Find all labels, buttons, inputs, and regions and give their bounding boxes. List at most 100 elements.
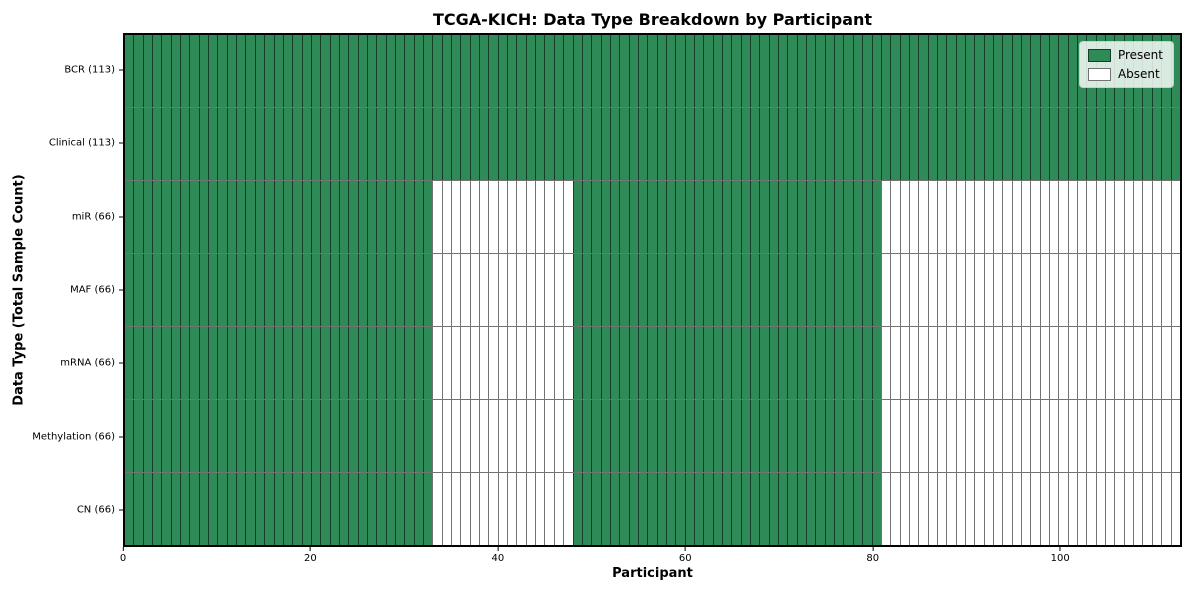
- heatmap-cell: [834, 181, 844, 253]
- heatmap-cell: [637, 108, 648, 180]
- heatmap-cell: [348, 400, 358, 472]
- heatmap-cell: [1011, 254, 1021, 326]
- heatmap-cell: [964, 473, 975, 545]
- heatmap-cell: [133, 108, 143, 180]
- heatmap-cell: [1105, 473, 1115, 545]
- heatmap-cell: [852, 400, 863, 472]
- heatmap-cell: [497, 327, 508, 399]
- heatmap-cell: [722, 108, 732, 180]
- heatmap-cell: [264, 108, 274, 180]
- heatmap-cell: [1077, 473, 1087, 545]
- heatmap-cell: [1067, 400, 1078, 472]
- heatmap-cell: [1049, 254, 1059, 326]
- heatmap-cell: [245, 181, 255, 253]
- heatmap-cell: [394, 400, 405, 472]
- heatmap-cell: [946, 473, 956, 545]
- heatmap-cell: [264, 473, 274, 545]
- heatmap-cell: [329, 254, 339, 326]
- heatmap-cell: [871, 181, 881, 253]
- heatmap-cell: [806, 473, 816, 545]
- heatmap-cell: [385, 35, 395, 107]
- heatmap-cell: [880, 108, 891, 180]
- heatmap-cell: [441, 108, 452, 180]
- heatmap-cell: [768, 181, 779, 253]
- heatmap-cell: [591, 400, 601, 472]
- heatmap-cell: [609, 108, 620, 180]
- heatmap-cell: [1049, 473, 1059, 545]
- heatmap-cell: [787, 327, 797, 399]
- heatmap-cell: [1161, 181, 1171, 253]
- heatmap-cell: [628, 327, 638, 399]
- heatmap-row: [125, 473, 1180, 545]
- heatmap-grid: [125, 35, 1180, 545]
- heatmap-cell: [1039, 181, 1050, 253]
- heatmap-cell: [1105, 181, 1115, 253]
- heatmap-cell: [366, 108, 377, 180]
- heatmap-cell: [516, 35, 526, 107]
- heatmap-cell: [516, 181, 526, 253]
- heatmap-cell: [292, 327, 302, 399]
- heatmap-cell: [497, 473, 508, 545]
- heatmap-row: [125, 108, 1180, 181]
- heatmap-cell: [460, 473, 470, 545]
- y-tick-mark: [119, 362, 123, 364]
- heatmap-cell: [899, 473, 909, 545]
- heatmap-cell: [497, 108, 508, 180]
- heatmap-cell: [899, 327, 909, 399]
- heatmap-cell: [432, 327, 442, 399]
- heatmap-cell: [254, 473, 265, 545]
- heatmap-cell: [1151, 181, 1162, 253]
- heatmap-cell: [936, 35, 947, 107]
- heatmap-cell: [1105, 400, 1115, 472]
- heatmap-cell: [451, 181, 461, 253]
- heatmap-cell: [946, 254, 956, 326]
- heatmap-cell: [1095, 108, 1106, 180]
- heatmap-cell: [591, 35, 601, 107]
- heatmap-cell: [796, 108, 807, 180]
- heatmap-cell: [656, 181, 666, 253]
- heatmap-cell: [1161, 327, 1171, 399]
- heatmap-cell: [189, 327, 199, 399]
- heatmap-cell: [161, 473, 171, 545]
- heatmap-cell: [236, 181, 246, 253]
- heatmap-cell: [1133, 181, 1143, 253]
- heatmap-cell: [778, 327, 788, 399]
- heatmap-cell: [1067, 181, 1078, 253]
- heatmap-cell: [1161, 473, 1171, 545]
- heatmap-cell: [600, 327, 610, 399]
- heatmap-cell: [712, 327, 722, 399]
- heatmap-cell: [404, 400, 414, 472]
- heatmap-cell: [563, 473, 573, 545]
- heatmap-cell: [609, 473, 620, 545]
- heatmap-cell: [301, 35, 311, 107]
- heatmap-cell: [1170, 327, 1180, 399]
- heatmap-cell: [394, 181, 405, 253]
- x-tick: 40: [491, 547, 504, 564]
- heatmap-cell: [376, 473, 386, 545]
- heatmap-cell: [488, 473, 498, 545]
- heatmap-cell: [310, 473, 321, 545]
- heatmap-cell: [469, 327, 480, 399]
- heatmap-cell: [282, 108, 293, 180]
- heatmap-cell: [525, 181, 536, 253]
- heatmap-cell: [170, 35, 181, 107]
- heatmap-cell: [843, 108, 853, 180]
- heatmap-cell: [404, 327, 414, 399]
- heatmap-cell: [394, 108, 405, 180]
- y-tick-mark: [119, 289, 123, 291]
- heatmap-cell: [254, 254, 265, 326]
- heatmap-cell: [292, 473, 302, 545]
- heatmap-cell: [1114, 181, 1124, 253]
- heatmap-cell: [217, 108, 227, 180]
- heatmap-cell: [619, 327, 629, 399]
- heatmap-cell: [908, 181, 919, 253]
- y-tick-label: MAF (66): [70, 284, 115, 296]
- heatmap-cell: [787, 254, 797, 326]
- heatmap-cell: [778, 473, 788, 545]
- heatmap-cell: [637, 327, 648, 399]
- y-tick-label: Clinical (113): [48, 137, 115, 149]
- y-tick-mark: [119, 142, 123, 144]
- heatmap-cell: [806, 181, 816, 253]
- heatmap-cell: [1058, 327, 1068, 399]
- heatmap-cell: [1030, 254, 1040, 326]
